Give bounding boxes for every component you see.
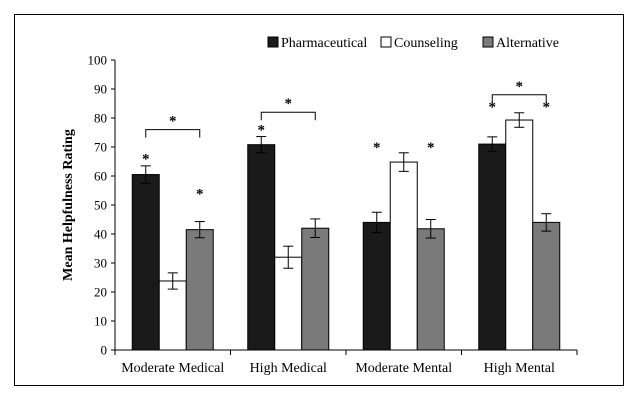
legend-item-counseling: Counseling [380,36,458,51]
bar-counseling [389,161,418,351]
significance-star: * [169,114,177,130]
significance-bracket [145,129,201,138]
error-bar [398,152,409,172]
y-tick-label: 100 [88,53,108,68]
significance-star: * [516,79,524,95]
legend-item-alternative: Alternative [482,36,559,51]
legend-swatch [482,36,494,48]
bar-pharmaceutical [478,143,507,351]
error-bar [487,136,498,152]
error-bar [256,136,267,154]
significance-star: * [373,140,381,156]
significance-bracket [491,94,547,103]
y-tick-label: 40 [94,227,107,242]
error-bar [283,245,294,269]
y-tick-label: 50 [94,198,107,213]
legend-item-pharmaceutical: Pharmaceutical [267,36,367,51]
y-tick-label: 10 [94,314,107,329]
y-tick-label: 70 [94,140,107,155]
error-bar [514,112,525,128]
x-tick-label: High Mental [484,361,555,376]
bar-pharmaceutical [247,144,276,351]
error-bar [310,218,321,238]
error-bar [371,211,382,234]
bar-alternative [301,227,330,351]
bar-counseling [158,280,187,351]
y-tick-label: 30 [94,256,107,271]
significance-annotations: * * * * * * * * * * [142,79,550,203]
y-tick-label: 80 [94,111,107,126]
error-bar [140,165,151,184]
x-tick-label: Moderate Medical [121,361,224,376]
bar-pharmaceutical [131,174,160,351]
significance-star: * [258,123,266,139]
error-bar [541,213,552,232]
significance-star: * [427,140,435,156]
significance-star: * [196,187,204,203]
y-tick-label: 0 [101,343,108,358]
chart-legend: Pharmaceutical Counseling Alternative [267,36,559,51]
error-bar [425,219,436,239]
x-tick-label: Moderate Mental [355,361,452,376]
legend-label: Alternative [496,36,559,51]
y-axis: 0 10 20 30 40 50 60 70 80 90 100 [88,53,116,358]
significance-star: * [142,152,150,168]
bar-alternative [185,229,214,351]
bar-counseling [274,256,303,351]
legend-label: Pharmaceutical [281,36,367,51]
y-axis-label: Mean Helpfulness Rating [61,129,76,281]
bars-group [131,112,561,351]
error-bar [167,272,178,290]
bar-counseling [505,119,534,351]
y-tick-label: 60 [94,169,107,184]
error-bar [194,221,205,239]
legend-swatch [380,36,392,48]
x-axis: Moderate Medical High Medical Moderate Men… [114,349,578,376]
legend-label: Counseling [394,36,458,51]
significance-star: * [543,100,551,116]
x-tick-label: High Medical [250,361,327,376]
significance-bracket [260,111,316,121]
significance-star: * [285,96,293,112]
legend-swatch [267,36,279,48]
y-tick-label: 90 [94,82,107,97]
bar-alternative [416,228,445,351]
bar-pharmaceutical [362,221,391,351]
y-tick-label: 20 [94,285,107,300]
significance-star: * [489,100,497,116]
bar-alternative [532,221,561,351]
